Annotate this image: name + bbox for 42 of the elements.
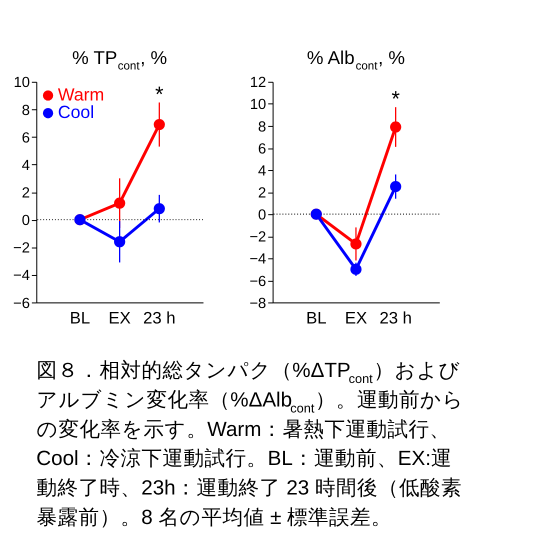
y-tick-label: −8 [249, 296, 266, 312]
y-tick-label: 12 [250, 75, 266, 92]
point [114, 198, 126, 209]
y-tick-label: −6 [249, 274, 266, 290]
text: の変化率を示す。Warm：暑熱下運動試行、 [36, 418, 450, 441]
text: 動終了時、23h：運動終了 23 時間後（低酸素 [36, 476, 462, 500]
y-tick-label: 10 [250, 97, 266, 114]
legend-label: Warm [58, 84, 104, 104]
text: 暴露前）。8 名の平均値 ± 標準誤差。 [36, 506, 392, 530]
y-tick-label: 4 [22, 158, 30, 174]
point [114, 236, 126, 248]
annotation: * [391, 86, 400, 112]
y-tick-label: 10 [14, 75, 30, 92]
y-tick-label: −4 [13, 268, 30, 284]
x-tick-label: 23 h [379, 308, 412, 328]
x-tick-label: BL [70, 308, 90, 328]
y-tick-label: 8 [258, 119, 266, 136]
y-tick-label: −2 [13, 240, 30, 257]
x-tick-label: 23 h [143, 308, 176, 328]
y-tick-label: 6 [22, 130, 30, 146]
y-tick-label: 8 [22, 102, 30, 119]
y-tick-label: −6 [13, 296, 30, 312]
point [390, 121, 402, 133]
x-tick-label: BL [306, 308, 326, 328]
point [350, 238, 362, 250]
y-tick-label: 6 [258, 141, 266, 158]
y-tick-label: 0 [22, 213, 30, 230]
point [390, 181, 402, 192]
y-tick-label: 4 [258, 163, 266, 180]
text: Cool：冷涼下運動試行。BL：運動前、EX:運 [36, 447, 452, 470]
point [350, 264, 362, 275]
legend-label: Cool [58, 102, 94, 122]
y-tick-label: 2 [22, 186, 30, 202]
annotation: * [155, 81, 164, 106]
x-tick-label: EX [344, 308, 368, 328]
y-tick-label: 0 [258, 208, 266, 224]
y-tick-label: −2 [249, 230, 266, 246]
y-tick-label: −4 [249, 252, 266, 268]
point [154, 203, 165, 214]
point [154, 118, 165, 130]
x-tick-label: EX [108, 308, 131, 328]
y-tick-label: 2 [258, 186, 266, 202]
